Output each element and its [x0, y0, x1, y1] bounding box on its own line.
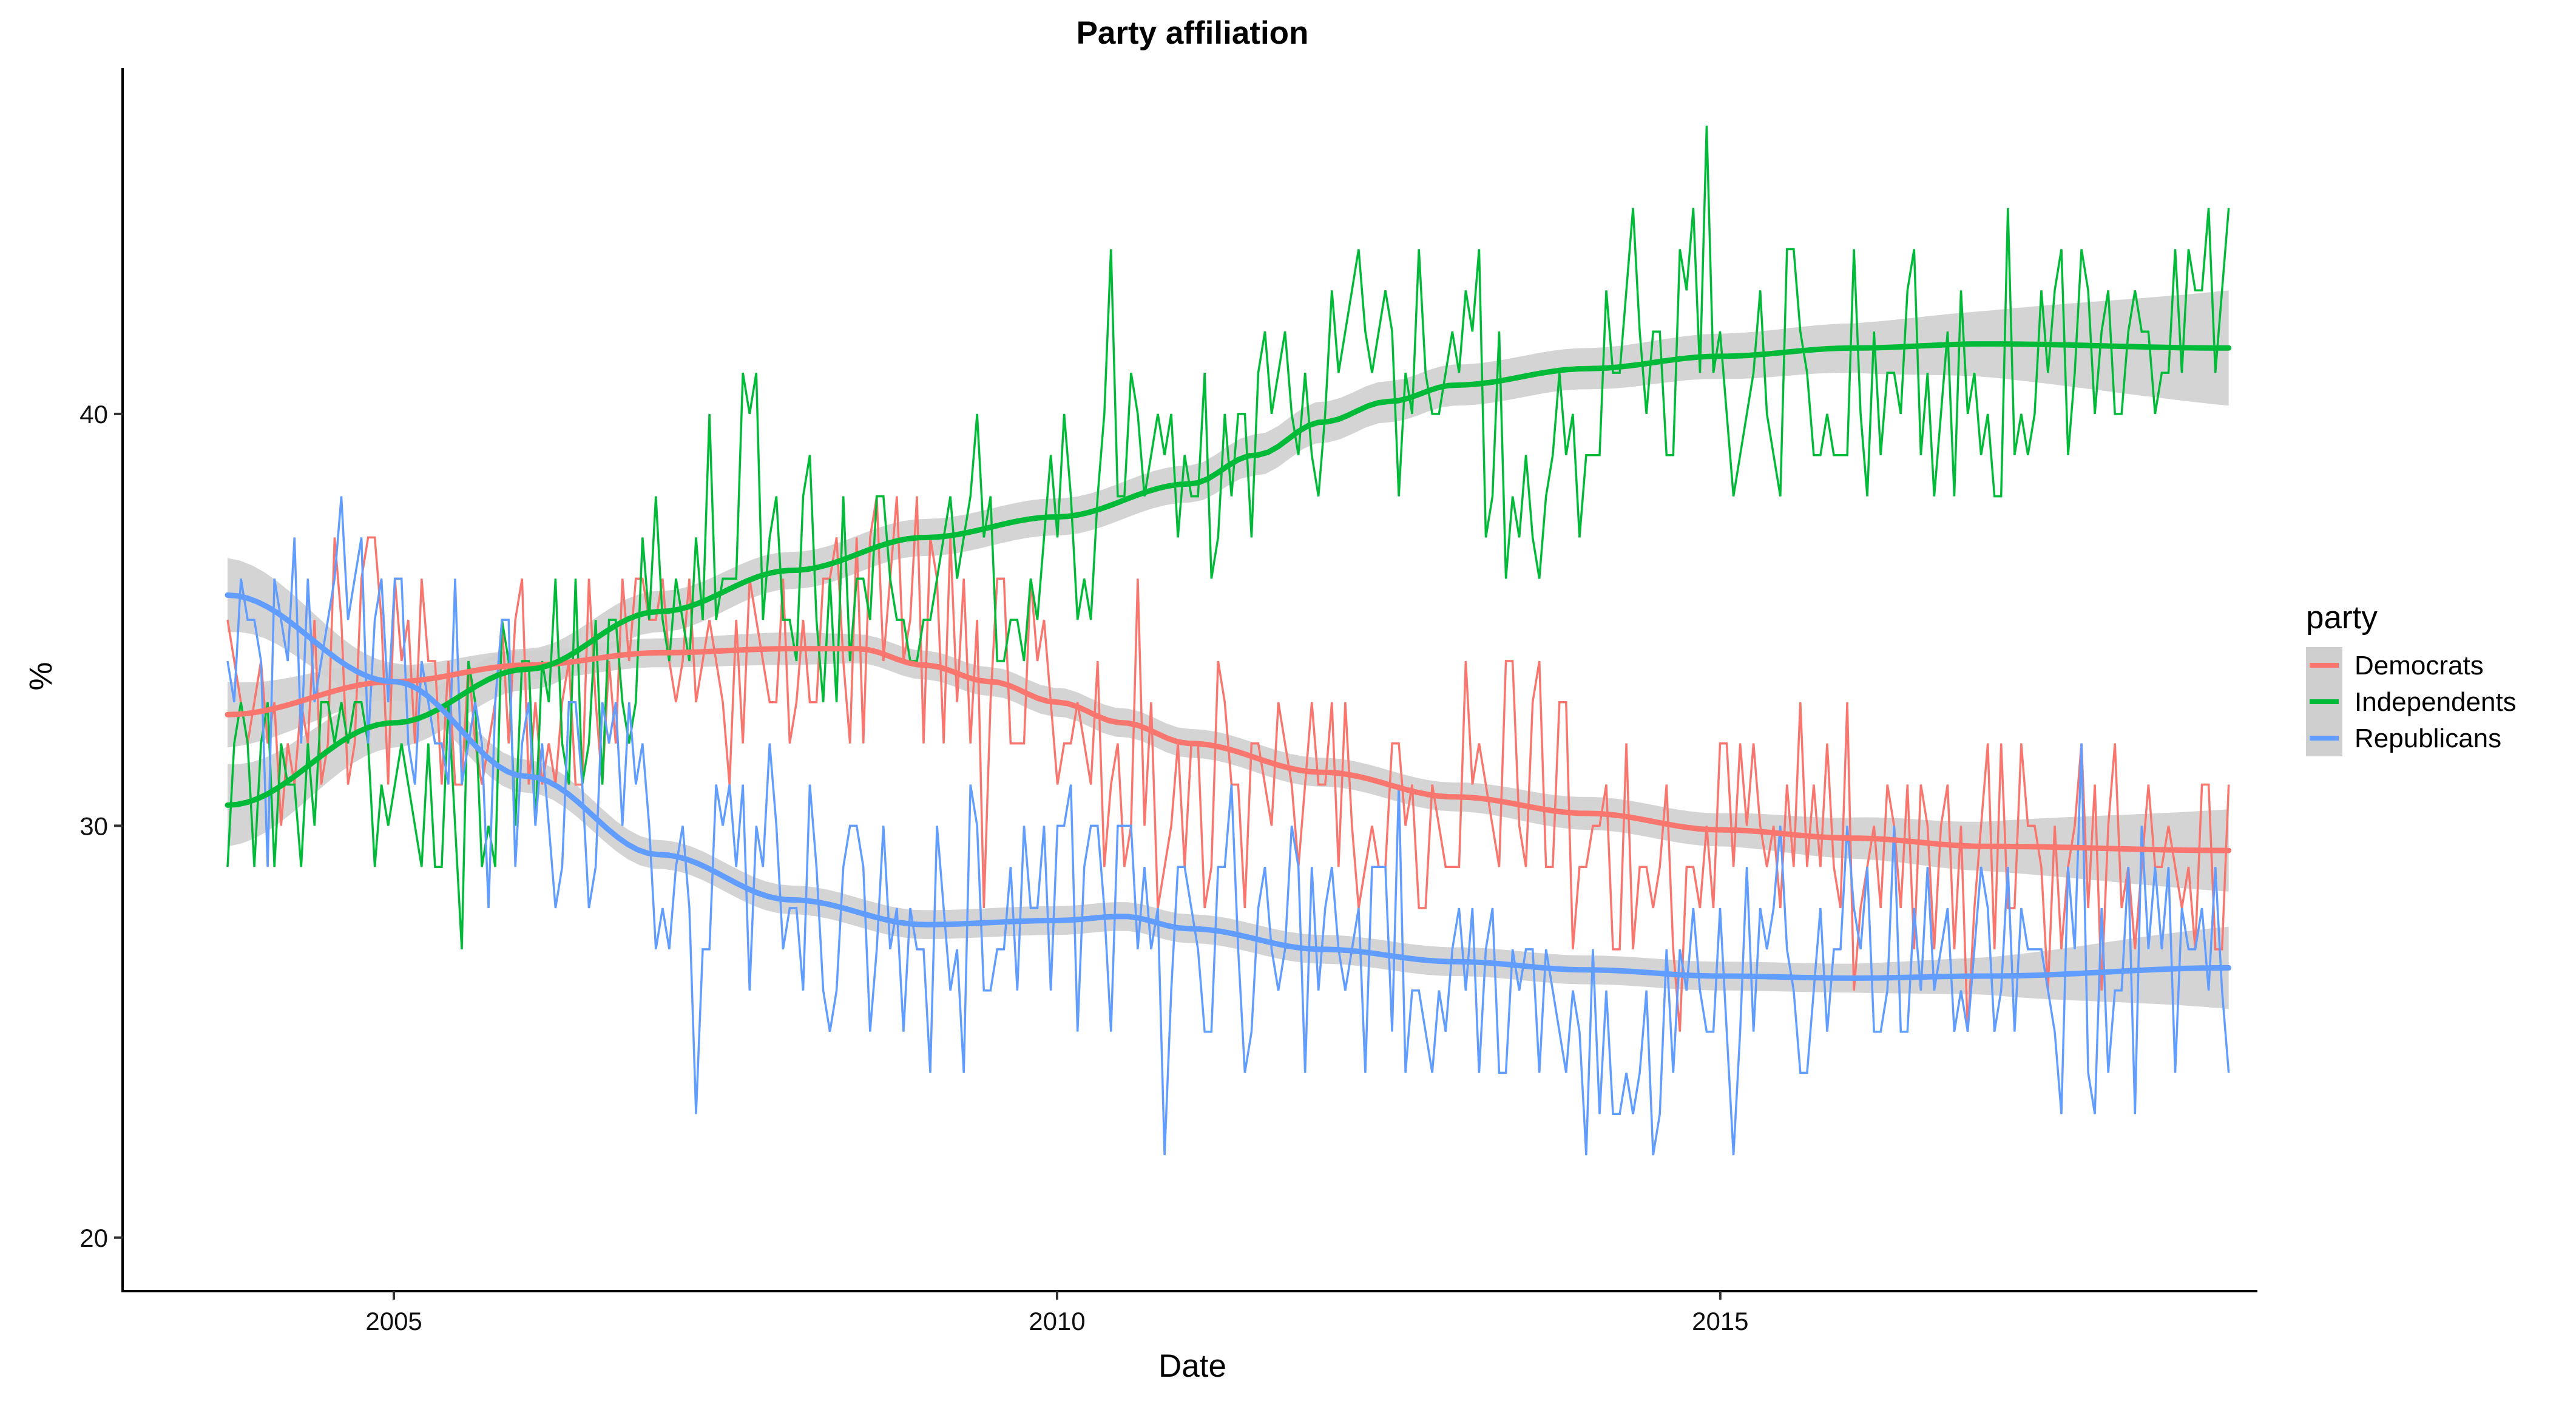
y-axis-ticks: 20 30 40 — [79, 400, 123, 1252]
x-tick-label: 2005 — [365, 1307, 422, 1335]
legend-item-independents: Independents — [2306, 684, 2517, 720]
republicans-confidence-band — [228, 558, 2229, 1009]
republicans-raw-line — [226, 496, 2230, 1156]
trend-lines — [225, 341, 2232, 981]
y-axis-title: % — [23, 662, 59, 690]
chart-title: Party affiliation — [1077, 15, 1309, 51]
y-tick-label: 30 — [79, 812, 108, 840]
legend-label: Republicans — [2355, 724, 2501, 753]
y-tick-label: 20 — [79, 1224, 108, 1252]
independents-trend-line — [225, 341, 2232, 808]
plot-panel — [225, 125, 2232, 1156]
republicans-trend-line — [225, 592, 2232, 981]
x-axis-title: Date — [1158, 1348, 1226, 1384]
legend-item-republicans: Republicans — [2306, 720, 2501, 756]
x-tick-label: 2010 — [1029, 1307, 1085, 1335]
x-axis-ticks: 2005 2010 2015 — [365, 1291, 1749, 1335]
y-tick-label: 40 — [79, 400, 108, 429]
democrats-confidence-band — [228, 632, 2229, 892]
legend: party Democrats Independents Republicans — [2306, 600, 2517, 756]
democrats-raw-line — [226, 496, 2230, 1032]
x-tick-label: 2015 — [1692, 1307, 1748, 1335]
democrats-trend-line — [225, 646, 2232, 853]
legend-label: Democrats — [2355, 651, 2484, 680]
legend-item-democrats: Democrats — [2306, 647, 2484, 684]
raw-series-lines — [226, 125, 2230, 1156]
independents-raw-line — [226, 125, 2230, 949]
legend-label: Independents — [2355, 687, 2517, 717]
legend-title: party — [2306, 600, 2378, 636]
